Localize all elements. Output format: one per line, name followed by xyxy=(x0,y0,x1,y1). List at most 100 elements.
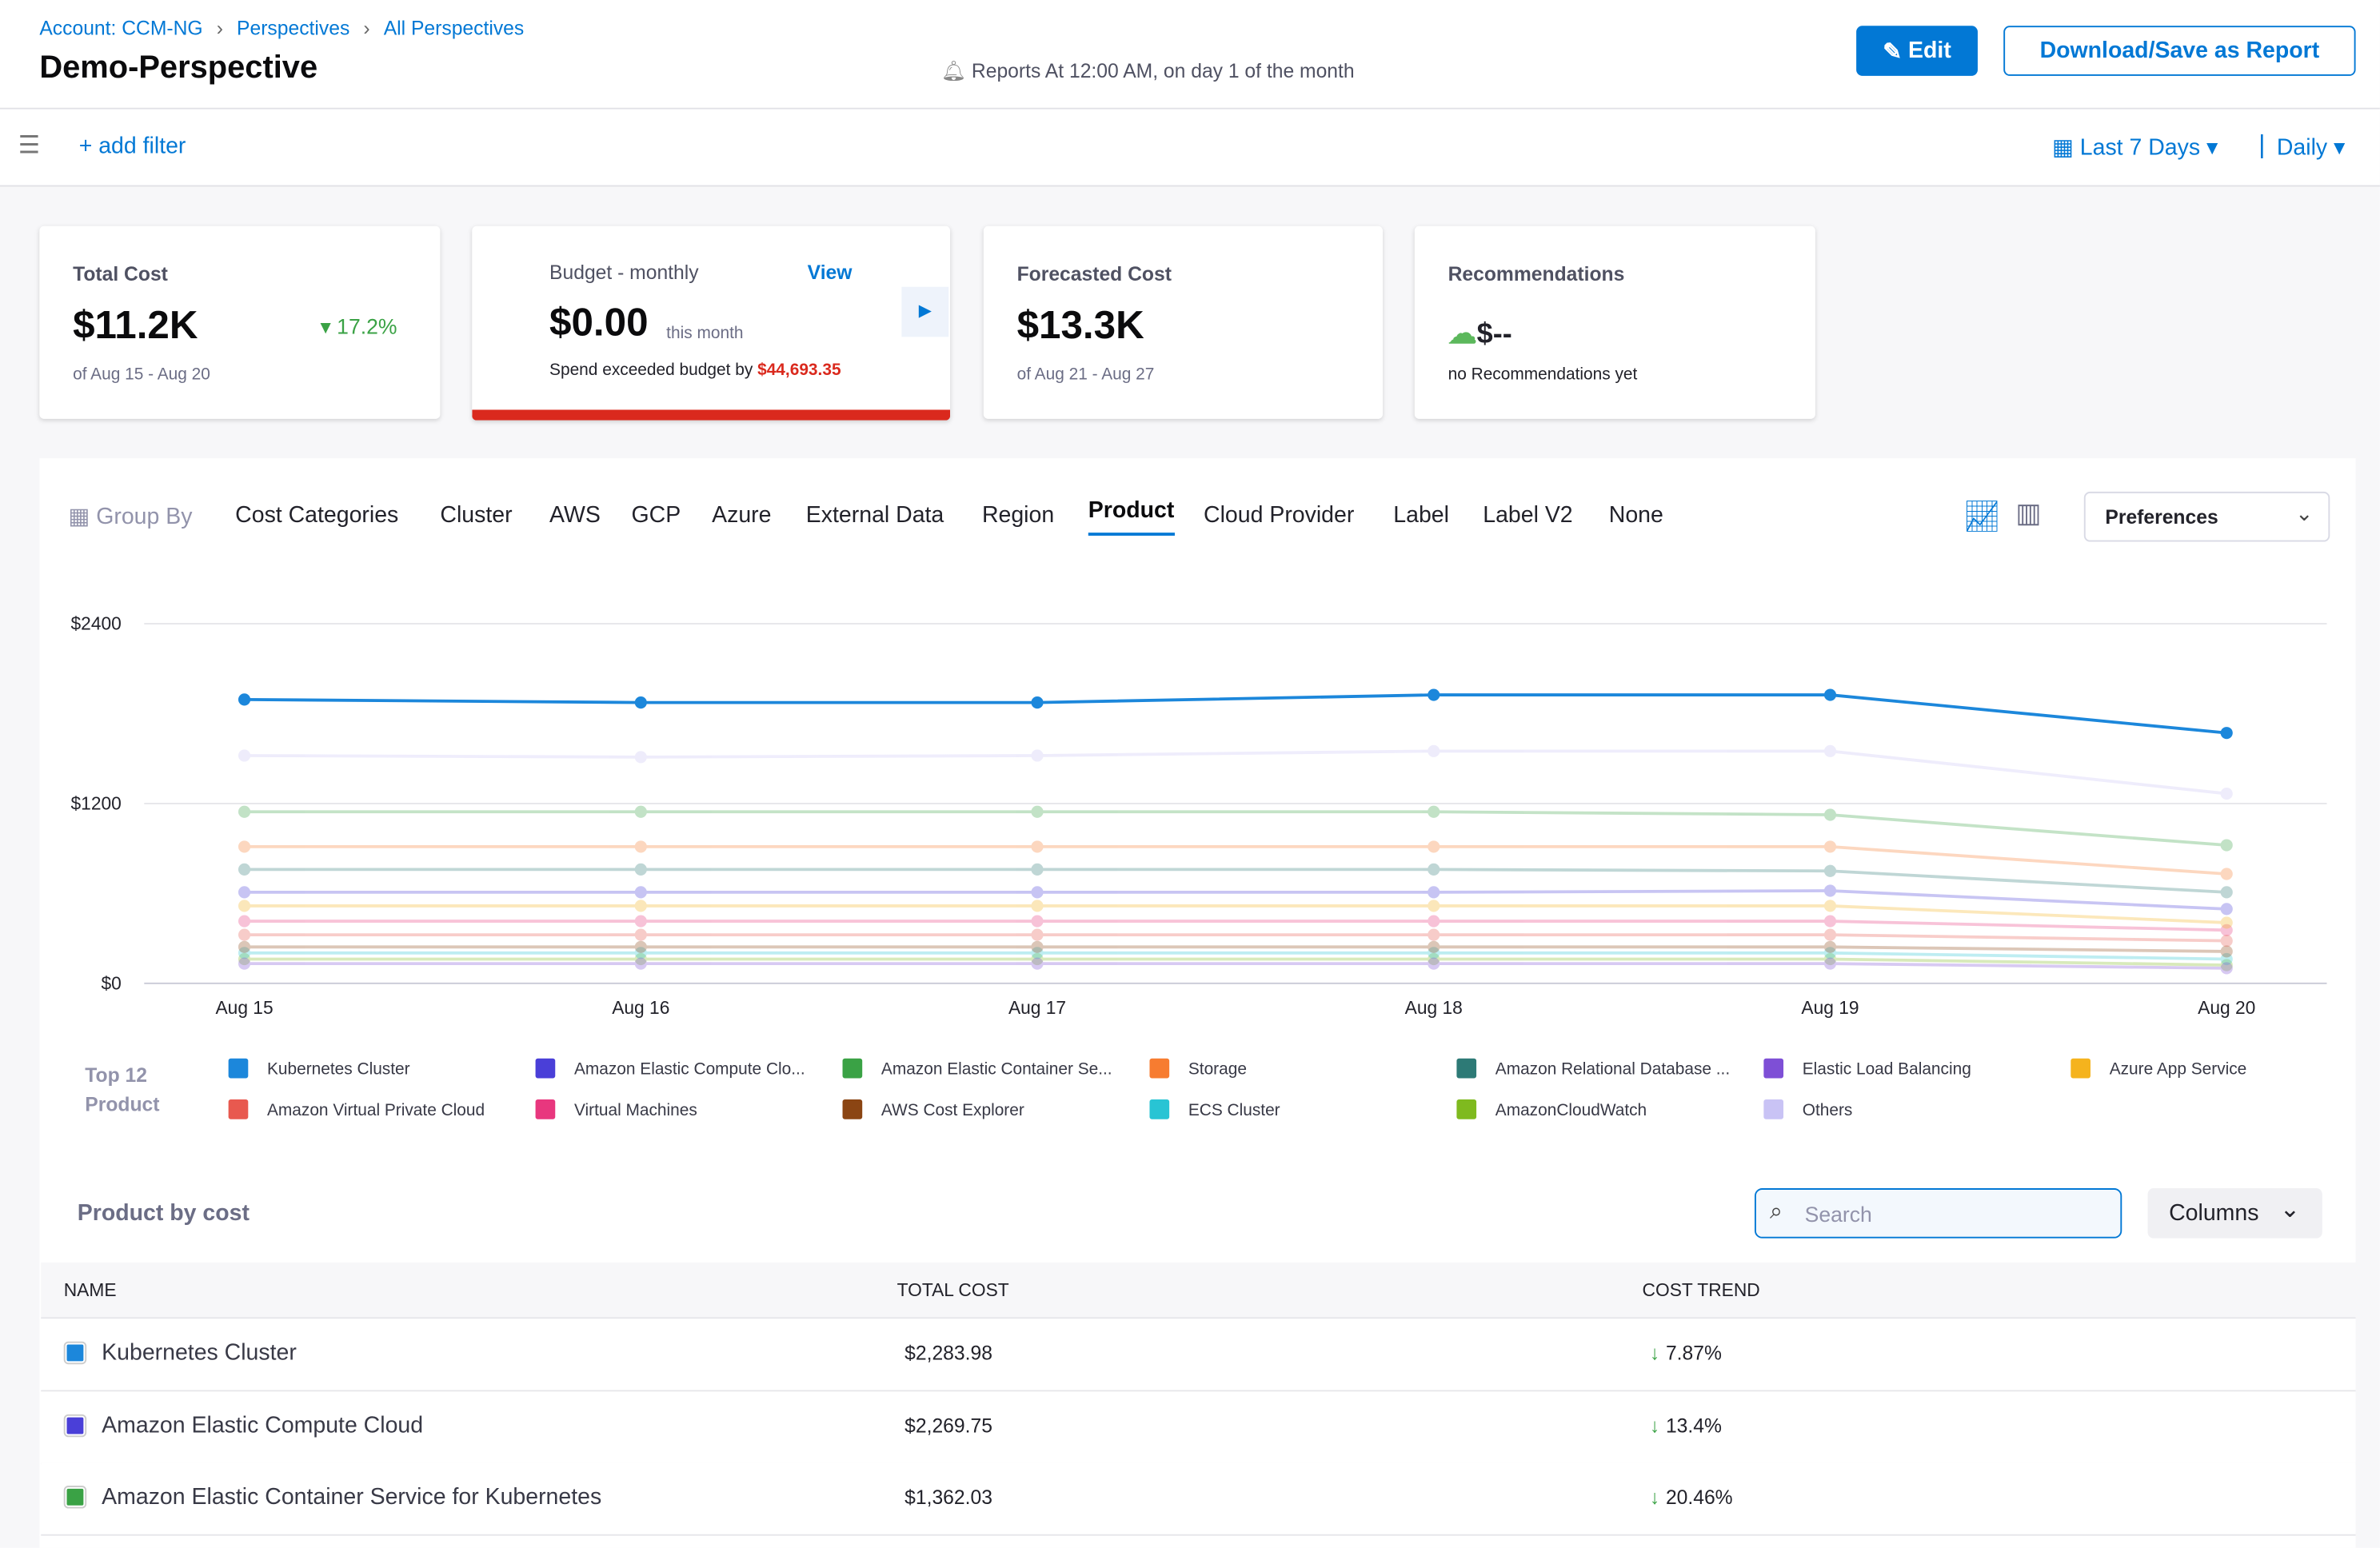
legend-swatch xyxy=(1763,1099,1784,1120)
data-point xyxy=(1031,840,1043,852)
legend-swatch xyxy=(2070,1058,2091,1079)
data-point xyxy=(238,941,250,953)
legend-item[interactable]: ECS Cluster xyxy=(1149,1099,1280,1120)
data-point xyxy=(635,915,647,927)
row-swatch xyxy=(66,1487,86,1507)
legend-item[interactable]: Others xyxy=(1763,1099,1852,1120)
legend-swatch xyxy=(228,1099,250,1120)
legend-item[interactable]: AWS Cost Explorer xyxy=(842,1099,1024,1120)
data-point xyxy=(1824,900,1836,912)
legend-label: Storage xyxy=(1188,1060,1247,1079)
y-tick-label: $0 xyxy=(102,972,122,993)
data-point xyxy=(2221,903,2233,915)
data-point xyxy=(238,929,250,941)
data-point xyxy=(635,900,647,912)
legend-swatch xyxy=(1149,1099,1171,1120)
table-row[interactable]: Amazon Elastic Container Service for Kub… xyxy=(41,1463,2355,1536)
data-point xyxy=(2221,788,2233,800)
data-point xyxy=(238,840,250,852)
data-point xyxy=(1428,915,1440,927)
data-point xyxy=(238,958,250,970)
legend-label: Amazon Virtual Private Cloud xyxy=(267,1101,485,1119)
legend-swatch xyxy=(535,1058,557,1079)
series-line xyxy=(245,921,2227,930)
series-line xyxy=(245,812,2227,845)
x-tick-label: Aug 16 xyxy=(612,997,669,1018)
table-row[interactable]: Kubernetes Cluster$2,283.98↓7.87% xyxy=(41,1319,2355,1391)
data-point xyxy=(1428,688,1440,700)
data-point xyxy=(238,693,250,705)
data-point xyxy=(1824,808,1836,820)
data-point xyxy=(635,840,647,852)
data-point xyxy=(1031,958,1043,970)
data-point xyxy=(1428,864,1440,876)
legend-swatch xyxy=(1456,1058,1477,1079)
data-point xyxy=(1824,745,1836,757)
legend-item[interactable]: Virtual Machines xyxy=(535,1099,697,1120)
table-row[interactable]: Amazon Elastic Compute Cloud $2,269.75 ↓ 13… xyxy=(41,1390,2355,1463)
legend-item[interactable]: Amazon Relational Database ... xyxy=(1456,1058,1730,1079)
data-point xyxy=(1031,749,1043,761)
legend-label: AmazonCloudWatch xyxy=(1495,1101,1647,1119)
data-point xyxy=(635,864,647,876)
legend-label: Amazon Elastic Compute Clo... xyxy=(574,1060,805,1079)
search-box[interactable]: ⌕ Search xyxy=(1755,1188,2122,1239)
legend-swatch xyxy=(1149,1058,1171,1079)
series-line xyxy=(245,751,2227,793)
trend-arrow: ↓ xyxy=(1650,1342,1659,1364)
legend-label: Azure App Service xyxy=(2110,1060,2247,1079)
series-line xyxy=(245,695,2227,733)
data-point xyxy=(635,886,647,898)
x-tick-label: Aug 18 xyxy=(1405,997,1463,1018)
data-point xyxy=(1824,865,1836,877)
data-point xyxy=(1824,884,1836,896)
series-line xyxy=(245,947,2227,952)
search-placeholder: Search xyxy=(1805,1202,1872,1226)
data-point xyxy=(1428,840,1440,852)
x-tick-label: Aug 17 xyxy=(1008,997,1066,1018)
legend-swatch xyxy=(842,1099,864,1120)
table-header: NAME TOTAL COST COST TREND xyxy=(41,1263,2355,1319)
data-point xyxy=(635,806,647,818)
data-point xyxy=(1031,900,1043,912)
legend-item[interactable]: Azure App Service xyxy=(2070,1058,2246,1079)
legend-label: Amazon Elastic Container Se... xyxy=(881,1060,1112,1079)
row-cost: $2,269.75 xyxy=(904,1414,992,1436)
row-trend: ↓ 7.87% xyxy=(1650,1342,1722,1364)
data-point xyxy=(1428,886,1440,898)
data-point xyxy=(2221,839,2233,851)
trend-value: 7.87% xyxy=(1666,1342,1722,1364)
legend-item[interactable]: Storage xyxy=(1149,1058,1247,1079)
data-point xyxy=(2221,886,2233,898)
column-header: NAME xyxy=(64,1279,117,1301)
legend-item[interactable]: AmazonCloudWatch xyxy=(1456,1099,1647,1120)
row-trend: ↓20.46% xyxy=(1650,1486,1733,1508)
columns-label: Columns xyxy=(2169,1200,2258,1226)
data-point xyxy=(238,915,250,927)
series-line xyxy=(245,935,2227,940)
series xyxy=(238,840,2233,880)
data-point xyxy=(2221,945,2233,957)
trend-value: 13.4% xyxy=(1666,1414,1722,1436)
legend-item[interactable]: Amazon Elastic Container Se... xyxy=(842,1058,1112,1079)
data-point xyxy=(1428,929,1440,941)
legend-item[interactable]: Amazon Virtual Private Cloud xyxy=(228,1099,485,1120)
columns-button[interactable]: Columns ⌄ xyxy=(2148,1188,2322,1239)
series-line xyxy=(245,964,2227,968)
data-point xyxy=(2221,727,2233,739)
trend-arrow: ↓ xyxy=(1650,1414,1659,1436)
row-name: Amazon Elastic Compute Cloud xyxy=(102,1412,423,1438)
legend-item[interactable]: Amazon Elastic Compute Clo... xyxy=(535,1058,805,1079)
data-point xyxy=(1824,840,1836,852)
data-point xyxy=(1428,941,1440,953)
series xyxy=(238,745,2233,800)
x-tick-label: Aug 20 xyxy=(2198,997,2255,1018)
legend-item[interactable]: Elastic Load Balancing xyxy=(1763,1058,1971,1079)
legend-label: Amazon Relational Database ... xyxy=(1495,1060,1730,1079)
legend-item[interactable]: Kubernetes Cluster xyxy=(228,1058,410,1079)
data-point xyxy=(2221,916,2233,928)
row-swatch xyxy=(66,1415,86,1435)
row-cost: $1,362.03 xyxy=(904,1486,992,1508)
data-point xyxy=(1031,941,1043,953)
